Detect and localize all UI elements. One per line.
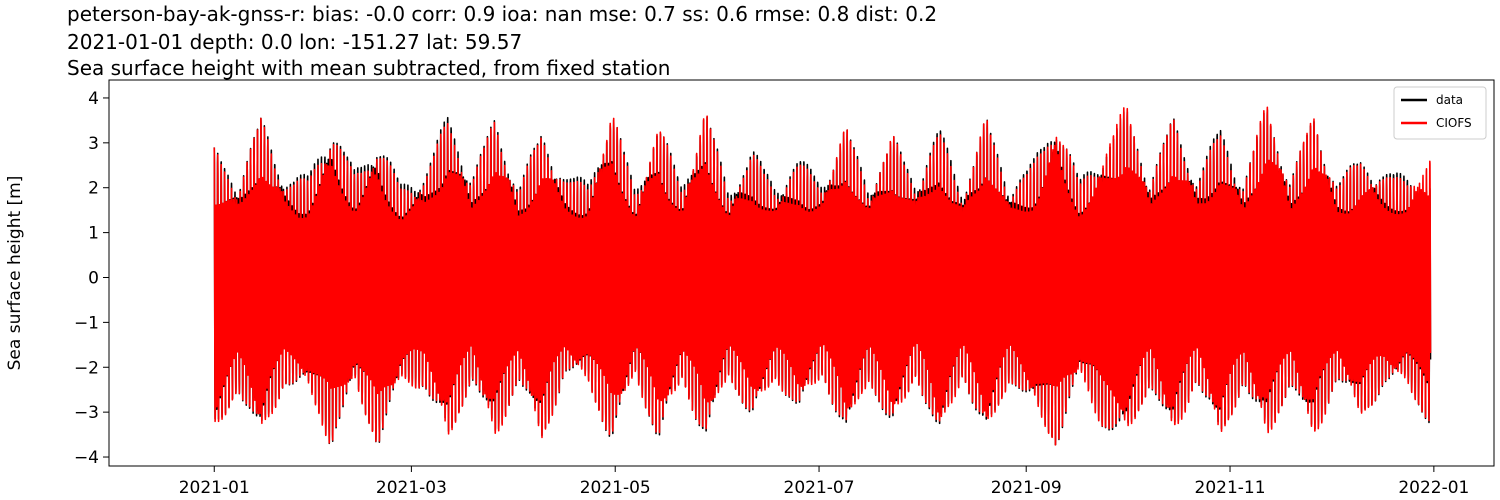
chart-title-line-2: 2021-01-01 depth: 0.0 lon: -151.27 lat: … [67,30,522,54]
y-tick-label: −1 [74,313,99,333]
legend-label-ciofs: CIOFS [1436,116,1472,130]
y-tick-label: 3 [88,134,99,154]
series-line-ciofs [213,106,1432,446]
x-tick-label: 2022-01 [1398,478,1469,498]
chart-title-line-3: Sea surface height with mean subtracted,… [67,56,670,80]
x-tick-label: 2021-09 [991,478,1062,498]
x-tick-label: 2021-07 [784,478,855,498]
y-axis: −4 −3 −2 −1 0 1 2 3 4 [74,89,109,468]
x-tick-label: 2021-11 [1195,478,1266,498]
x-tick-label: 2021-05 [580,478,651,498]
y-tick-label: −2 [74,358,99,378]
y-tick-label: −4 [74,448,99,468]
y-tick-label: 2 [88,179,99,199]
chart-title-line-1: peterson-bay-ak-gnss-r: bias: -0.0 corr:… [67,2,937,26]
legend-label-data: data [1436,93,1463,107]
plot-frame [108,79,1495,467]
y-axis-label: Sea surface height [m] [5,176,25,371]
x-axis: 2021-01 2021-03 2021-05 2021-07 2021-09 2021-… [179,466,1469,498]
series-layer [213,106,1432,446]
y-tick-label: 1 [88,224,99,244]
y-tick-label: 0 [88,268,99,288]
legend: data CIOFS [1393,86,1487,140]
x-tick-label: 2021-03 [376,478,447,498]
y-tick-label: 4 [88,89,99,109]
x-tick-label: 2021-01 [179,478,250,498]
y-tick-label: −3 [74,403,99,423]
